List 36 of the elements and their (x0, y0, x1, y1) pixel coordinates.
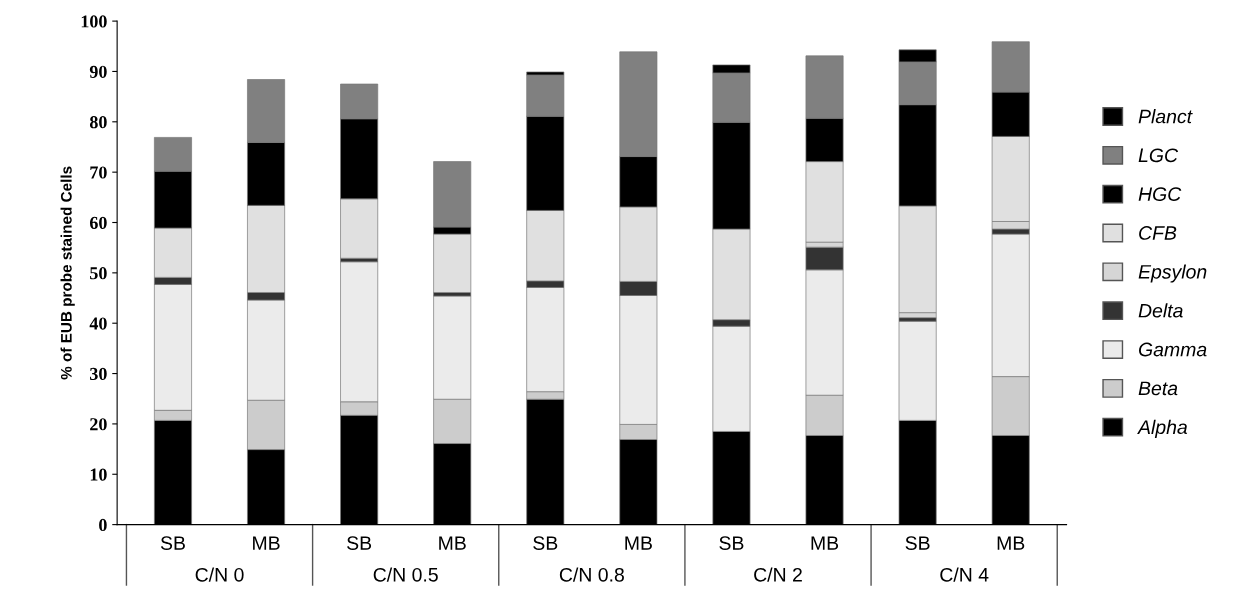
text: C/N 4 (940, 567, 989, 582)
y-tick-label: 70 (90, 166, 107, 179)
legend-label: Planct (1138, 109, 1193, 124)
x-tick-label: SB (905, 536, 930, 550)
y-tick-label: 30 (90, 367, 107, 380)
legend-label: CFB (1139, 226, 1177, 240)
x-tick-label: MB (997, 536, 1025, 550)
legend-label: Alpha (1137, 419, 1188, 438)
legend-label: Epsylon (1138, 264, 1207, 283)
y-tick-label: 10 (90, 468, 107, 481)
y-axis-title: % of EUB probe stained Cells (60, 166, 75, 380)
legend-label: Delta (1138, 303, 1183, 318)
y-tick-label: 0 (99, 518, 107, 532)
legend-label: Gamma (1138, 342, 1207, 357)
y-tick-label: 40 (89, 317, 107, 330)
legend-label: LGC (1138, 148, 1179, 163)
x-tick-label: MB (625, 536, 652, 550)
text: C/N 0.8 (559, 567, 624, 582)
y-tick-label: 50 (90, 267, 107, 280)
x-tick-label: MB (253, 536, 280, 550)
y-tick-label: 100 (81, 15, 107, 28)
x-tick-label: MB (811, 536, 839, 550)
text: C/N 2 (754, 567, 802, 582)
x-tick-label: SB (347, 536, 372, 550)
y-tick-label: 80 (89, 116, 107, 129)
y-tick-label: 90 (89, 65, 107, 78)
legend-label: Beta (1138, 381, 1178, 396)
y-tick-label: 60 (89, 216, 107, 229)
text: C/N 0.5 (373, 567, 438, 582)
x-tick-label: SB (533, 536, 558, 550)
x-tick-label: MB (439, 536, 466, 550)
text: C/N 0 (195, 567, 244, 582)
y-tick-label: 20 (90, 418, 107, 431)
x-tick-label: SB (719, 536, 744, 550)
legend-label: HGC (1138, 187, 1182, 202)
x-tick-label: SB (160, 536, 185, 550)
